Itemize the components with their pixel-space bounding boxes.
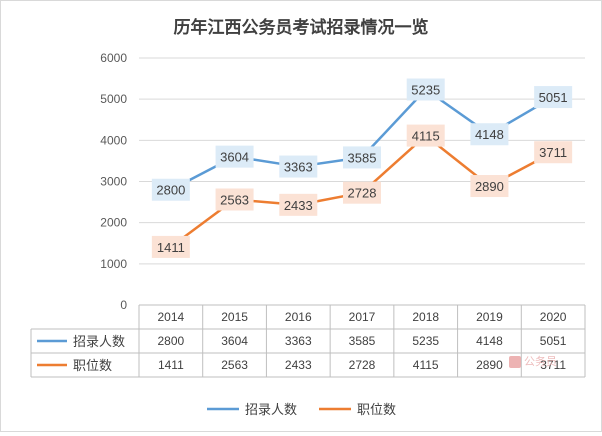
table-cell: 3585 <box>349 334 376 348</box>
table-cell: 2890 <box>476 358 503 372</box>
watermark-text: 公务员 <box>524 355 557 368</box>
y-tick-label: 4000 <box>100 133 127 147</box>
table-cell: 3363 <box>285 334 312 348</box>
table-cell: 2563 <box>221 358 248 372</box>
data-label-box <box>279 193 318 216</box>
data-label: 4115 <box>412 129 440 144</box>
data-label: 3711 <box>539 145 567 160</box>
y-tick-label: 6000 <box>100 51 127 65</box>
watermark: 公务员 <box>509 353 557 369</box>
watermark-icon <box>509 356 521 368</box>
data-label: 4148 <box>475 127 504 142</box>
data-label: 3363 <box>284 160 313 175</box>
table-header-cell: 2015 <box>221 310 248 324</box>
data-label: 2563 <box>220 192 249 207</box>
table-header-cell: 2014 <box>158 310 185 324</box>
data-label: 5051 <box>539 90 568 105</box>
table-row-label: 职位数 <box>73 359 112 374</box>
table-cell: 1411 <box>158 358 184 372</box>
table-header-cell: 2017 <box>349 310 376 324</box>
table-cell: 2728 <box>349 358 376 372</box>
data-label-box <box>343 181 381 204</box>
data-label-box <box>470 123 509 146</box>
y-tick-label: 1000 <box>100 257 127 271</box>
data-label-box <box>343 146 381 169</box>
table-row-label: 招录人数 <box>73 335 125 350</box>
chart-title: 历年江西公务员考试招录情况一览 <box>173 18 429 38</box>
table-cell: 4148 <box>476 334 503 348</box>
data-label: 2890 <box>475 179 504 194</box>
data-label-box <box>279 155 318 178</box>
data-label-box <box>470 175 509 198</box>
legend-label: 招录人数 <box>245 403 297 418</box>
table-header-cell: 2016 <box>285 310 312 324</box>
data-label-box <box>534 86 573 109</box>
data-label-box <box>215 188 254 211</box>
table-header-cell: 2020 <box>540 310 567 324</box>
table-cell: 5051 <box>540 334 567 348</box>
data-label-box <box>406 124 445 147</box>
data-label-box <box>151 235 190 258</box>
data-label: 2728 <box>348 186 377 201</box>
table-cell: 3604 <box>221 334 248 348</box>
table-cell: 2433 <box>285 358 312 372</box>
y-tick-label: 5000 <box>100 92 127 106</box>
data-label: 3585 <box>348 150 377 165</box>
table-cell: 4115 <box>413 358 439 372</box>
table-cell: 5235 <box>412 334 439 348</box>
data-label: 1411 <box>157 240 185 255</box>
data-label-box <box>151 178 190 201</box>
data-label: 2433 <box>284 198 313 213</box>
data-label: 3604 <box>220 150 249 165</box>
y-tick-label: 3000 <box>100 175 127 189</box>
y-tick-label: 0 <box>120 298 127 312</box>
table-header-cell: 2018 <box>412 310 439 324</box>
data-label-box <box>215 145 254 168</box>
table-cell: 3711 <box>540 358 566 372</box>
data-label-box <box>406 78 445 101</box>
table-header-cell: 2019 <box>476 310 503 324</box>
data-label-box <box>534 141 573 164</box>
table-cell: 2800 <box>158 334 185 348</box>
data-label: 5235 <box>411 82 440 97</box>
data-label: 2800 <box>156 183 185 198</box>
y-tick-label: 2000 <box>100 216 127 230</box>
legend-label: 职位数 <box>357 403 396 418</box>
